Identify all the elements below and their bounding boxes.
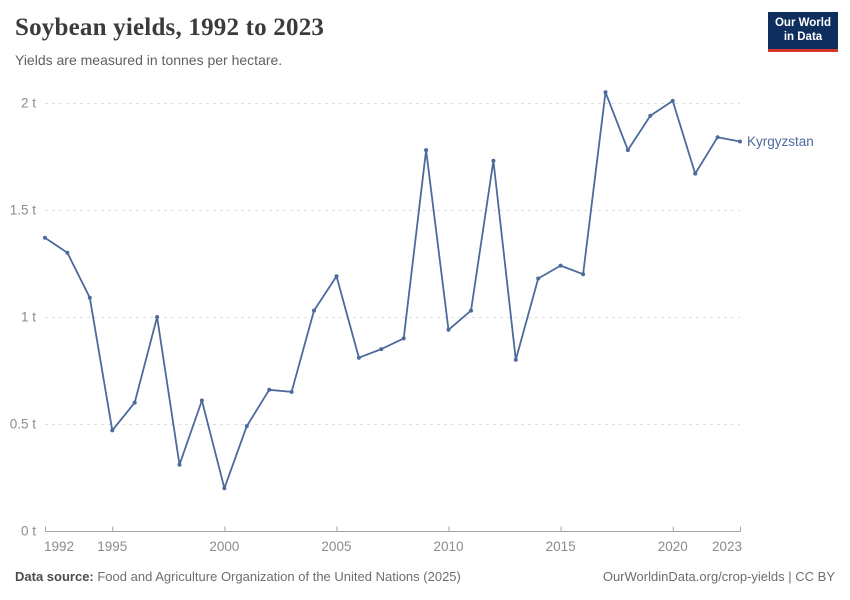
data-point[interactable]: [379, 347, 384, 352]
x-tick-label: 2010: [434, 539, 464, 554]
series-label[interactable]: Kyrgyzstan: [747, 134, 814, 149]
x-tick-label: 2020: [658, 539, 688, 554]
y-tick-label: 1.5 t: [10, 203, 37, 218]
x-tick-label: 1992: [44, 539, 74, 554]
data-point[interactable]: [43, 235, 47, 240]
x-tick-label: 2015: [546, 539, 576, 554]
data-point[interactable]: [199, 398, 204, 403]
data-point[interactable]: [356, 355, 361, 360]
data-point[interactable]: [155, 315, 160, 319]
data-point[interactable]: [513, 357, 518, 362]
data-point[interactable]: [446, 327, 451, 332]
data-point[interactable]: [289, 389, 294, 394]
data-point[interactable]: [536, 276, 541, 281]
data-point[interactable]: [87, 295, 92, 300]
data-point[interactable]: [65, 250, 70, 255]
page-title: Soybean yields, 1992 to 2023: [15, 14, 325, 41]
footer-attribution-link[interactable]: OurWorldinData.org/crop-yields | CC BY: [602, 569, 835, 584]
data-line[interactable]: [44, 91, 741, 490]
data-source-label: Data source:: [15, 569, 94, 584]
data-point[interactable]: [469, 308, 473, 313]
x-tick-label: 2005: [321, 539, 351, 554]
owid-logo[interactable]: Our World in Data: [768, 12, 838, 52]
data-point[interactable]: [312, 308, 316, 313]
y-tick-label: 1 t: [21, 310, 36, 325]
y-tick-label: 0 t: [21, 524, 36, 539]
data-point[interactable]: [670, 98, 675, 103]
data-point[interactable]: [267, 387, 272, 392]
data-point[interactable]: [581, 272, 586, 277]
data-point[interactable]: [603, 90, 608, 95]
data-point[interactable]: [110, 428, 115, 433]
chart-footer: Data source: Food and Agriculture Organi…: [15, 569, 835, 584]
line-chart: 0 t 0.5 t 1 t 1.5 t 2 t 1992 1995 2000 2005 2010 2…: [10, 90, 814, 554]
y-tick-label: 2 t: [21, 96, 36, 111]
data-source: Data source: Food and Agriculture Organi…: [15, 569, 461, 584]
data-point[interactable]: [558, 263, 563, 268]
data-point[interactable]: [424, 148, 429, 153]
x-tick-label: 2023: [712, 539, 742, 554]
data-point[interactable]: [401, 336, 406, 341]
data-point[interactable]: [244, 424, 249, 429]
data-point[interactable]: [222, 486, 227, 491]
owid-logo-line1: Our World: [774, 17, 831, 29]
data-point[interactable]: [132, 400, 137, 405]
x-tick-label: 1995: [97, 539, 127, 554]
data-point[interactable]: [334, 274, 339, 279]
data-point[interactable]: [715, 135, 720, 140]
chart-subtitle: Yields are measured in tonnes per hectar…: [15, 52, 283, 68]
data-point[interactable]: [693, 171, 698, 176]
x-tick-label: 2000: [209, 539, 239, 554]
data-point[interactable]: [738, 139, 742, 144]
data-point[interactable]: [648, 113, 653, 118]
data-point[interactable]: [177, 462, 182, 467]
owid-logo-line2: in Data: [783, 30, 823, 43]
y-tick-label: 0.5 t: [10, 417, 37, 432]
data-point[interactable]: [491, 158, 496, 163]
data-point[interactable]: [625, 148, 630, 153]
data-source-text: Food and Agriculture Organization of the…: [93, 569, 461, 584]
